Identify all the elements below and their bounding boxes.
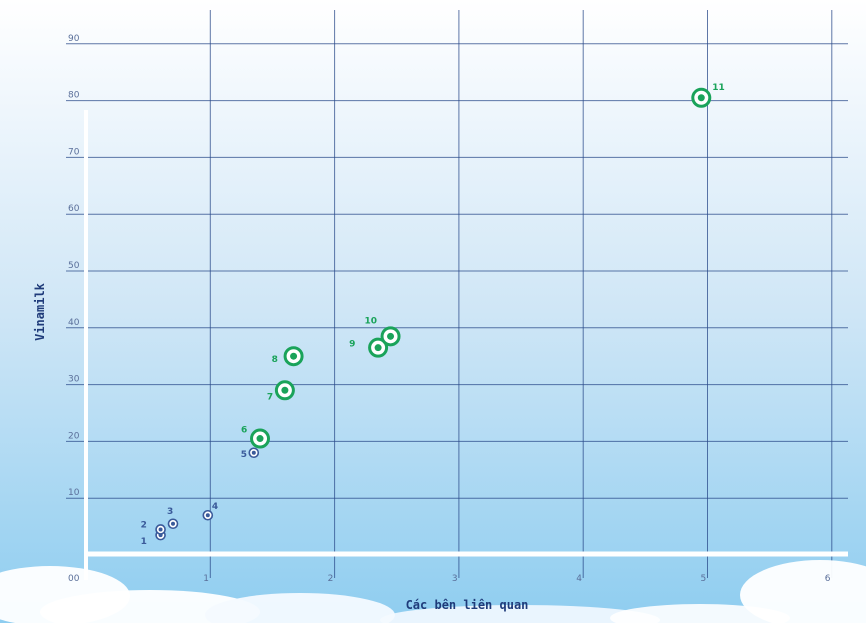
x-tick-label: 4 xyxy=(576,574,582,584)
point-label: 11 xyxy=(712,83,725,93)
data-point-center xyxy=(387,332,395,340)
cloud xyxy=(205,593,395,623)
cloud xyxy=(40,590,260,623)
y-tick-label: 50 xyxy=(68,261,80,271)
y-tick-label: 90 xyxy=(68,34,80,44)
x-tick-label: 3 xyxy=(452,574,458,584)
point-label: 6 xyxy=(241,426,247,436)
y-axis-title: Vinamilk xyxy=(33,282,47,341)
point-label: 7 xyxy=(267,392,273,402)
y-tick-label: 70 xyxy=(68,147,80,157)
point-label: 4 xyxy=(212,502,218,512)
data-point-center xyxy=(158,527,163,532)
point-label: 8 xyxy=(272,355,278,365)
x-tick-label: 2 xyxy=(328,574,334,584)
y-tick-label: 80 xyxy=(68,91,80,101)
x-tick-label: 5 xyxy=(701,574,707,584)
data-point-center xyxy=(281,386,289,394)
point-label: 9 xyxy=(349,340,355,350)
y-tick-label: 60 xyxy=(68,204,80,214)
tick-labels: 00 10 20 30 40 50 60 70 80 90 1 2 3 4 5 6 xyxy=(68,34,831,584)
y-tick-label: 20 xyxy=(68,431,80,441)
data-point-center xyxy=(256,435,264,443)
clouds xyxy=(0,560,866,623)
point-label: 1 xyxy=(141,537,147,547)
point-label: 3 xyxy=(167,507,173,517)
data-point-center xyxy=(290,352,298,360)
data-point-center xyxy=(205,513,210,518)
axes xyxy=(84,110,848,580)
data-point-center xyxy=(374,344,382,352)
y-tick-label: 30 xyxy=(68,375,80,385)
x-axis-title: Các bên liên quan xyxy=(406,598,529,612)
grid xyxy=(66,10,848,578)
data-point-center xyxy=(251,450,256,455)
y-tick-label: 10 xyxy=(68,488,80,498)
point-label: 10 xyxy=(365,316,378,326)
y-tick-label: 40 xyxy=(68,318,80,328)
x-tick-label: 1 xyxy=(203,574,209,584)
x-tick-label: 6 xyxy=(825,574,831,584)
cloud xyxy=(380,605,660,623)
y-tick-label: 00 xyxy=(68,574,80,584)
data-point-center xyxy=(171,521,176,526)
cloud xyxy=(610,604,790,623)
cloud xyxy=(740,560,866,623)
point-label: 2 xyxy=(141,520,147,530)
point-label: 5 xyxy=(241,450,247,460)
data-point-center xyxy=(697,94,705,102)
data-points: 1 2 3 4 5 6 7 8 9 10 11 xyxy=(141,83,725,547)
